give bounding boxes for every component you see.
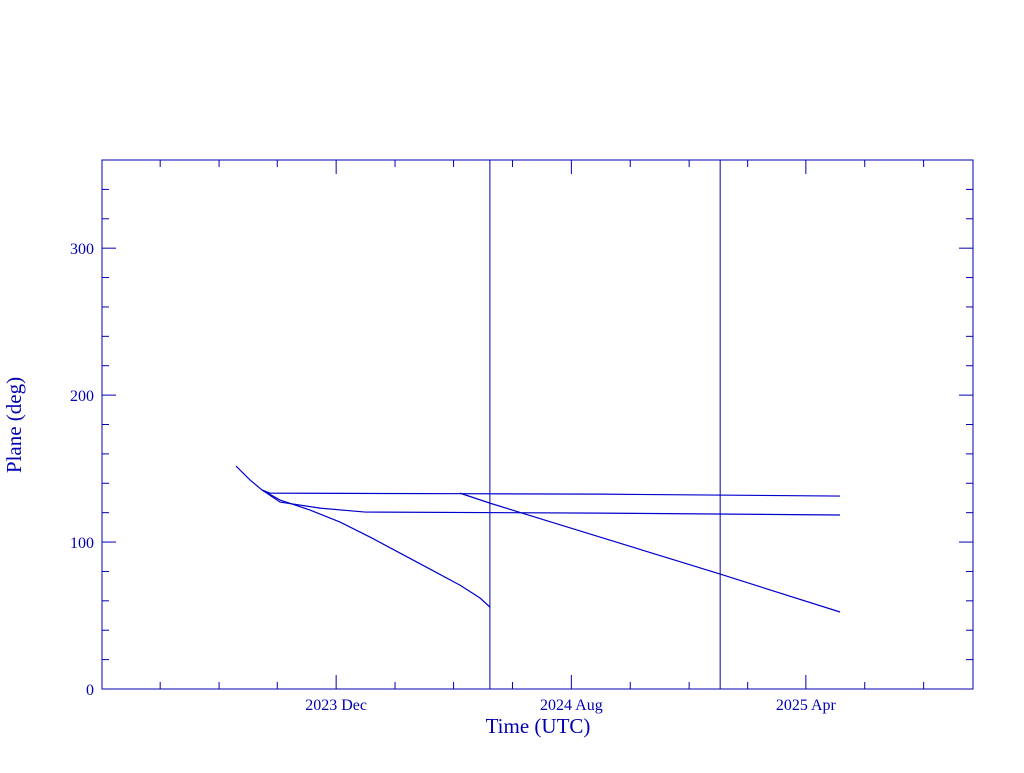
series-line bbox=[459, 492, 841, 613]
x-tick-label: 2025 Apr bbox=[776, 697, 837, 714]
y-tick-label: 300 bbox=[70, 241, 94, 258]
x-tick-label: 2023 Dec bbox=[305, 697, 367, 714]
y-tick-label: 100 bbox=[70, 535, 94, 552]
series-line bbox=[235, 465, 491, 608]
series-line bbox=[261, 489, 841, 497]
plot-frame bbox=[101, 159, 974, 690]
series-line bbox=[261, 489, 841, 516]
y-axis-title: Plane (deg) bbox=[2, 377, 26, 473]
x-axis-title: Time (UTC) bbox=[486, 714, 591, 738]
x-tick-label: 2024 Aug bbox=[540, 697, 603, 714]
y-tick-label: 200 bbox=[70, 388, 94, 405]
y-tick-label: 0 bbox=[86, 682, 94, 699]
